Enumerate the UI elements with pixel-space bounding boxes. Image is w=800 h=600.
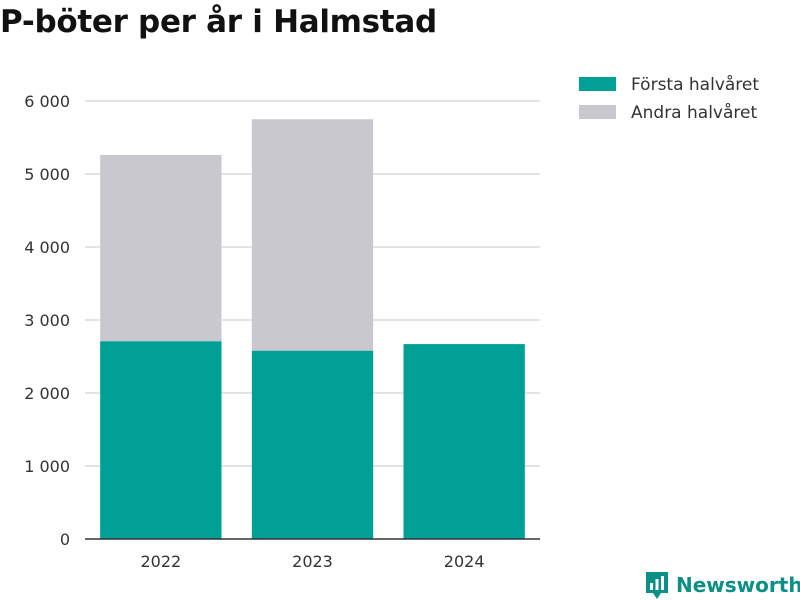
axes: 0 1 000 2 000 3 000 4 000 5 000 6 000 2022 2023 2… xyxy=(24,92,540,571)
y-tick-label: 5 000 xyxy=(24,165,70,184)
bar-chart-pin-icon xyxy=(646,572,668,599)
y-tick-label: 3 000 xyxy=(24,311,70,330)
bar-2023-series-1 xyxy=(251,350,374,539)
bar-2024-series-1 xyxy=(403,344,525,539)
legend: Första halvåret Andra halvåret xyxy=(579,74,759,123)
legend-label: Första halvåret xyxy=(631,74,759,95)
x-tick-label: 2022 xyxy=(140,552,181,571)
legend-swatch xyxy=(579,77,616,91)
y-tick-label: 0 xyxy=(60,530,70,549)
y-tick-label: 4 000 xyxy=(24,238,70,257)
x-tick-label: 2023 xyxy=(292,552,333,571)
legend-label: Andra halvåret xyxy=(631,102,757,123)
legend-swatch xyxy=(579,105,616,119)
brand-logo: Newsworthy xyxy=(644,570,800,600)
y-tick-label: 6 000 xyxy=(24,92,70,111)
bars xyxy=(100,119,525,539)
chart-title: P-böter per år i Halmstad xyxy=(0,4,437,40)
bar-2022-series-2 xyxy=(100,155,222,342)
brand-name: Newsworthy xyxy=(676,573,800,597)
bar-2023-series-2 xyxy=(251,119,374,351)
y-tick-label: 2 000 xyxy=(24,384,70,403)
y-tick-label: 1 000 xyxy=(24,457,70,476)
x-tick-label: 2024 xyxy=(444,552,485,571)
bar-2022-series-1 xyxy=(100,341,222,539)
